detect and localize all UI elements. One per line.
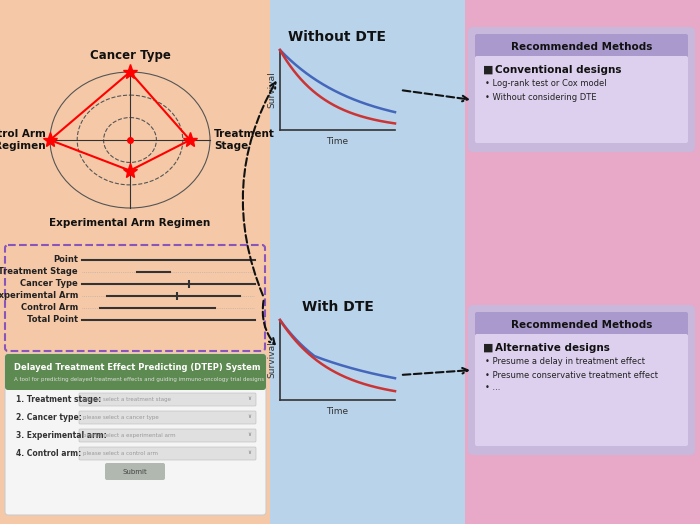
FancyBboxPatch shape <box>475 312 688 336</box>
Text: Treatment
Stage: Treatment Stage <box>214 129 275 151</box>
FancyBboxPatch shape <box>475 34 688 58</box>
Text: Cancer Type: Cancer Type <box>20 279 78 289</box>
Text: • Log-rank test or Cox model: • Log-rank test or Cox model <box>485 80 607 89</box>
Text: • Presume conservative treatment effect: • Presume conservative treatment effect <box>485 370 658 379</box>
Text: Time: Time <box>326 407 349 416</box>
Text: Alternative designs: Alternative designs <box>495 343 610 353</box>
Text: Survival: Survival <box>267 72 276 108</box>
Text: please select a experimental arm: please select a experimental arm <box>83 432 176 438</box>
Text: Without DTE: Without DTE <box>288 30 386 44</box>
Text: Total Point: Total Point <box>27 315 78 324</box>
Text: • Without considering DTE: • Without considering DTE <box>485 93 596 102</box>
Text: ∨: ∨ <box>247 432 251 438</box>
Text: Survival: Survival <box>267 342 276 378</box>
Bar <box>465 0 700 524</box>
Text: With DTE: With DTE <box>302 300 373 314</box>
Text: Point: Point <box>53 256 78 265</box>
Bar <box>270 0 465 524</box>
Text: 2. Cancer type:: 2. Cancer type: <box>16 412 82 421</box>
Text: please select a treatment stage: please select a treatment stage <box>83 397 171 401</box>
Text: ■: ■ <box>483 343 493 353</box>
Text: Delayed Treatment Effect Predicting (DTEP) System: Delayed Treatment Effect Predicting (DTE… <box>14 364 260 373</box>
FancyBboxPatch shape <box>79 447 256 460</box>
Text: 3. Experimental arm:: 3. Experimental arm: <box>16 431 106 440</box>
Text: Experimental Arm Regimen: Experimental Arm Regimen <box>50 218 211 228</box>
Text: ∨: ∨ <box>247 397 251 401</box>
FancyBboxPatch shape <box>79 411 256 424</box>
Text: please select a cancer type: please select a cancer type <box>83 414 159 420</box>
Text: Treatment Stage: Treatment Stage <box>0 267 78 277</box>
FancyBboxPatch shape <box>468 27 695 152</box>
Text: Submit: Submit <box>122 469 148 475</box>
Text: Control Arm: Control Arm <box>21 303 78 312</box>
Text: Recommended Methods: Recommended Methods <box>511 320 652 330</box>
Text: please select a control arm: please select a control arm <box>83 451 158 455</box>
Text: ∨: ∨ <box>247 451 251 455</box>
FancyBboxPatch shape <box>475 56 688 143</box>
FancyBboxPatch shape <box>79 393 256 406</box>
Bar <box>0 0 270 524</box>
FancyBboxPatch shape <box>105 463 165 480</box>
Text: • Presume a delay in treatment effect: • Presume a delay in treatment effect <box>485 357 645 366</box>
Text: 4. Control arm:: 4. Control arm: <box>16 449 81 457</box>
Text: Cancer Type: Cancer Type <box>90 49 170 62</box>
FancyBboxPatch shape <box>475 334 688 446</box>
Text: 1. Treatment stage:: 1. Treatment stage: <box>16 395 102 403</box>
FancyBboxPatch shape <box>5 354 266 515</box>
Text: A tool for predicting delayed treatment effects and guiding immuno-oncology tria: A tool for predicting delayed treatment … <box>14 377 264 381</box>
Text: Time: Time <box>326 137 349 146</box>
Text: Experimental Arm: Experimental Arm <box>0 291 78 300</box>
Text: Conventional designs: Conventional designs <box>495 65 622 75</box>
Text: ■: ■ <box>483 65 493 75</box>
FancyBboxPatch shape <box>5 245 265 351</box>
FancyBboxPatch shape <box>5 354 266 390</box>
FancyBboxPatch shape <box>468 305 695 455</box>
Text: Control Arm
Regimen: Control Arm Regimen <box>0 129 46 151</box>
Text: • ...: • ... <box>485 384 500 392</box>
Text: Recommended Methods: Recommended Methods <box>511 42 652 52</box>
Text: ∨: ∨ <box>247 414 251 420</box>
FancyBboxPatch shape <box>79 429 256 442</box>
